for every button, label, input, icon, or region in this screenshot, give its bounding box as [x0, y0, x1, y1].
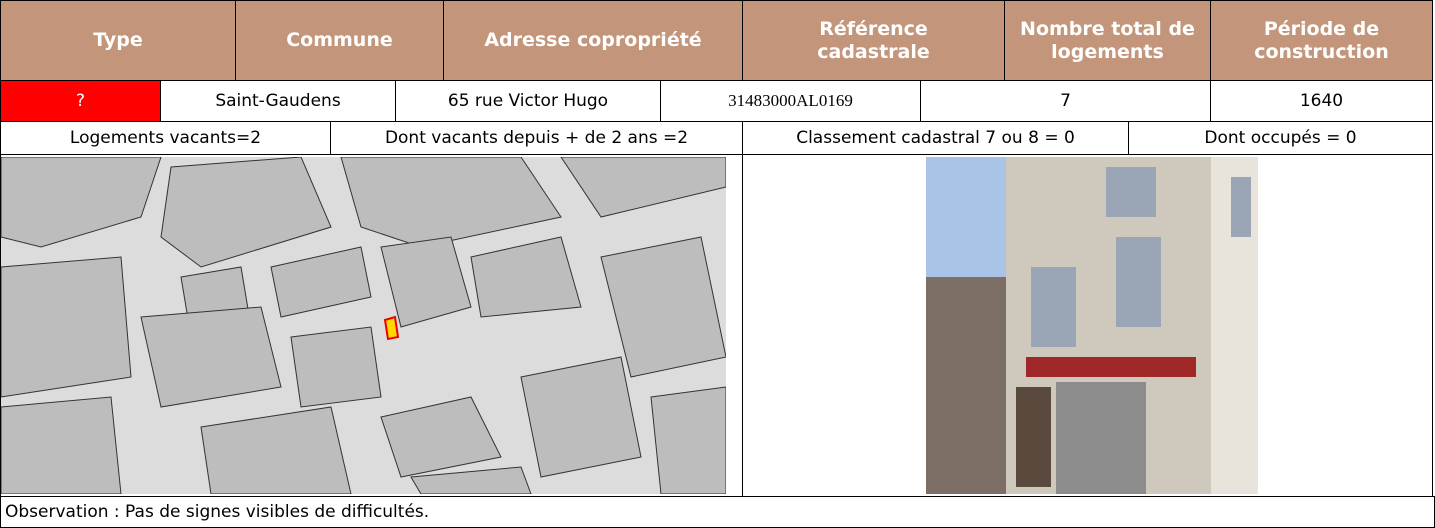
header-text: Période de construction	[1254, 17, 1389, 63]
header-text: Commune	[286, 29, 393, 51]
cell-text: ?	[75, 91, 86, 111]
observation: Observation : Pas de signes visibles de …	[0, 496, 1435, 528]
cell-text: 31483000AL0169	[728, 91, 853, 110]
cadastral-map	[1, 157, 726, 494]
photo-cell	[742, 154, 1433, 497]
header-cell: Nombre total de logements	[1004, 0, 1211, 81]
type-cell: ?	[0, 80, 161, 122]
header-text: Adresse copropriété	[484, 29, 702, 51]
cell-text: Logements vacants=2	[69, 128, 262, 148]
cell-text: Classement cadastral 7 ou 8 = 0	[796, 128, 1075, 148]
cell: 1640	[1210, 80, 1433, 122]
cell: 31483000AL0169	[660, 80, 921, 122]
header-cell: Commune	[235, 0, 444, 81]
header-cell: Adresse copropriété	[443, 0, 743, 81]
cell: Logements vacants=2	[0, 121, 331, 155]
map-cell	[0, 154, 743, 497]
building-photo	[926, 157, 1258, 494]
cell-text: Dont vacants depuis + de 2 ans =2	[384, 128, 689, 148]
header-cell: Type	[0, 0, 236, 81]
cell: Dont vacants depuis + de 2 ans =2	[330, 121, 743, 155]
header-cell: Référence cadastrale	[742, 0, 1005, 81]
header-text: Référence cadastrale	[817, 17, 930, 63]
cell-text: 65 rue Victor Hugo	[447, 91, 609, 111]
cell: 65 rue Victor Hugo	[395, 80, 661, 122]
header-cell: Période de construction	[1210, 0, 1433, 81]
header-text: Nombre total de logements	[1020, 17, 1195, 63]
cell-text: Saint-Gaudens	[215, 91, 341, 111]
cell: 7	[920, 80, 1211, 122]
cell: Classement cadastral 7 ou 8 = 0	[742, 121, 1129, 155]
cell-text: Dont occupés = 0	[1204, 128, 1357, 148]
cell: Dont occupés = 0	[1128, 121, 1433, 155]
cell-text: 7	[1060, 91, 1071, 111]
header-text: Type	[93, 29, 143, 51]
cell-text: 1640	[1299, 91, 1344, 111]
observation-text: Observation : Pas de signes visibles de …	[5, 502, 430, 522]
cell: Saint-Gaudens	[160, 80, 396, 122]
